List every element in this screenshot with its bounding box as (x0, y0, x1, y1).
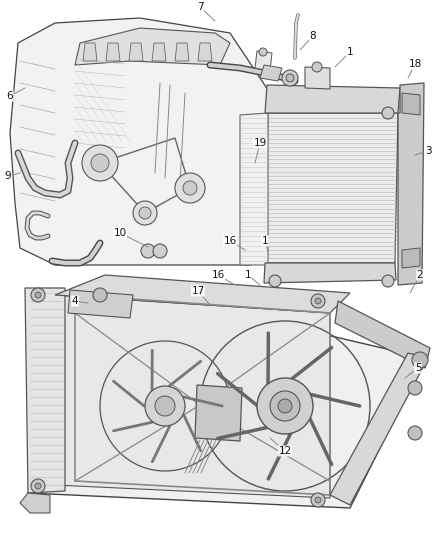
Circle shape (282, 70, 298, 86)
Circle shape (139, 207, 151, 219)
Circle shape (311, 493, 325, 507)
Polygon shape (175, 43, 189, 61)
Circle shape (35, 483, 41, 489)
Circle shape (315, 497, 321, 503)
Polygon shape (55, 275, 350, 313)
Circle shape (270, 391, 300, 421)
Polygon shape (129, 43, 143, 61)
Text: 5: 5 (405, 363, 421, 378)
Polygon shape (255, 51, 272, 71)
Polygon shape (198, 43, 212, 61)
Circle shape (141, 244, 155, 258)
Polygon shape (330, 353, 428, 505)
Text: 19: 19 (253, 138, 267, 163)
Text: 17: 17 (191, 286, 210, 305)
Polygon shape (68, 290, 133, 318)
Text: 3: 3 (415, 146, 431, 156)
Circle shape (31, 288, 45, 302)
Circle shape (133, 201, 157, 225)
Text: 16: 16 (212, 270, 235, 285)
Polygon shape (106, 43, 120, 61)
Polygon shape (20, 493, 50, 513)
Circle shape (175, 173, 205, 203)
Circle shape (145, 386, 185, 426)
Text: 9: 9 (5, 171, 20, 181)
Circle shape (278, 399, 292, 413)
Circle shape (315, 298, 321, 304)
Circle shape (382, 275, 394, 287)
Polygon shape (305, 67, 330, 89)
Text: 4: 4 (72, 296, 88, 306)
Polygon shape (402, 248, 420, 268)
Polygon shape (152, 43, 166, 61)
Circle shape (311, 294, 325, 308)
Text: 8: 8 (300, 31, 316, 50)
Text: 12: 12 (270, 438, 292, 456)
Circle shape (155, 396, 175, 416)
Circle shape (35, 292, 41, 298)
Text: 16: 16 (223, 236, 245, 250)
Polygon shape (28, 283, 425, 508)
Polygon shape (10, 18, 295, 265)
Polygon shape (402, 93, 420, 115)
Polygon shape (335, 301, 430, 368)
Text: 10: 10 (113, 228, 148, 247)
Text: 1: 1 (261, 236, 268, 252)
Polygon shape (195, 385, 242, 441)
Circle shape (153, 244, 167, 258)
Circle shape (82, 145, 118, 181)
Circle shape (408, 381, 422, 395)
Polygon shape (55, 295, 330, 498)
Polygon shape (83, 43, 97, 61)
Circle shape (286, 74, 294, 82)
Text: 7: 7 (197, 2, 215, 21)
Circle shape (269, 275, 281, 287)
Polygon shape (75, 28, 230, 65)
Circle shape (93, 288, 107, 302)
Circle shape (31, 479, 45, 493)
Circle shape (408, 426, 422, 440)
Text: 6: 6 (7, 88, 25, 101)
Circle shape (257, 378, 313, 434)
Polygon shape (265, 113, 398, 263)
Circle shape (412, 352, 428, 368)
Text: 1: 1 (335, 47, 353, 67)
Polygon shape (265, 85, 400, 113)
Circle shape (259, 48, 267, 56)
Polygon shape (398, 83, 424, 285)
Text: 1: 1 (245, 270, 260, 285)
Circle shape (91, 154, 109, 172)
Polygon shape (264, 263, 396, 283)
Circle shape (312, 62, 322, 72)
Circle shape (382, 107, 394, 119)
Text: 18: 18 (408, 59, 422, 78)
Polygon shape (25, 288, 65, 493)
Polygon shape (260, 65, 282, 81)
Circle shape (183, 181, 197, 195)
Polygon shape (240, 113, 268, 265)
Text: 2: 2 (410, 270, 423, 293)
